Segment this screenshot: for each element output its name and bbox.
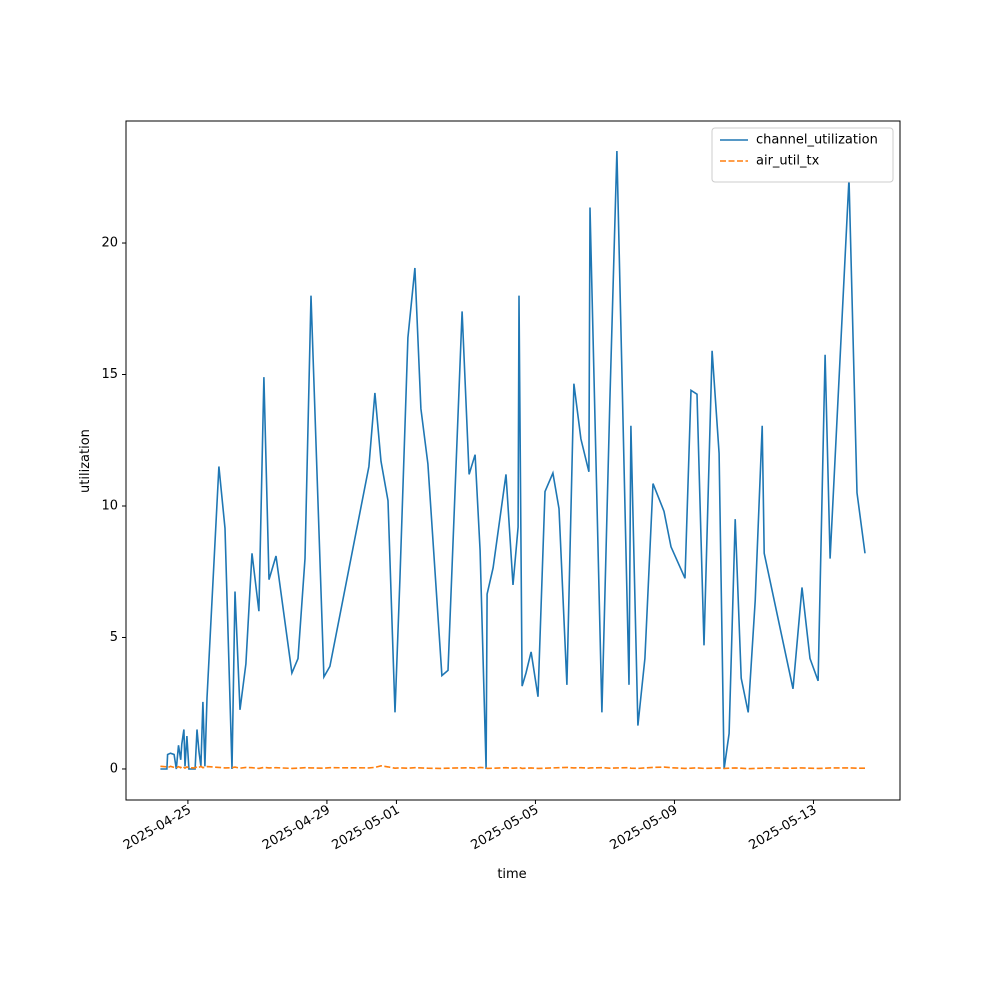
y-axis-label: utilization: [78, 429, 93, 493]
y-tick-label: 15: [101, 367, 118, 382]
legend-label: channel_utilization: [756, 133, 878, 148]
plot-frame: [125, 120, 901, 801]
x-tick-label: 2025-04-25: [121, 802, 194, 853]
y-tick-label: 0: [110, 761, 118, 776]
x-tick-label: 2025-04-29: [260, 802, 333, 853]
legend-box: [711, 127, 894, 183]
y-tick-label: 5: [110, 630, 118, 645]
y-tick-label: 20: [101, 236, 118, 251]
x-tick-label: 2025-05-05: [469, 802, 542, 853]
series-line: [160, 764, 865, 770]
series-line: [160, 150, 866, 770]
x-tick-label: 2025-05-09: [608, 802, 681, 853]
x-tick-label: 2025-05-13: [747, 802, 820, 853]
y-tick-label: 10: [101, 498, 118, 513]
x-tick-label: 2025-05-01: [329, 802, 402, 853]
x-axis-label: time: [497, 867, 526, 882]
legend-label: air_util_tx: [756, 154, 820, 169]
